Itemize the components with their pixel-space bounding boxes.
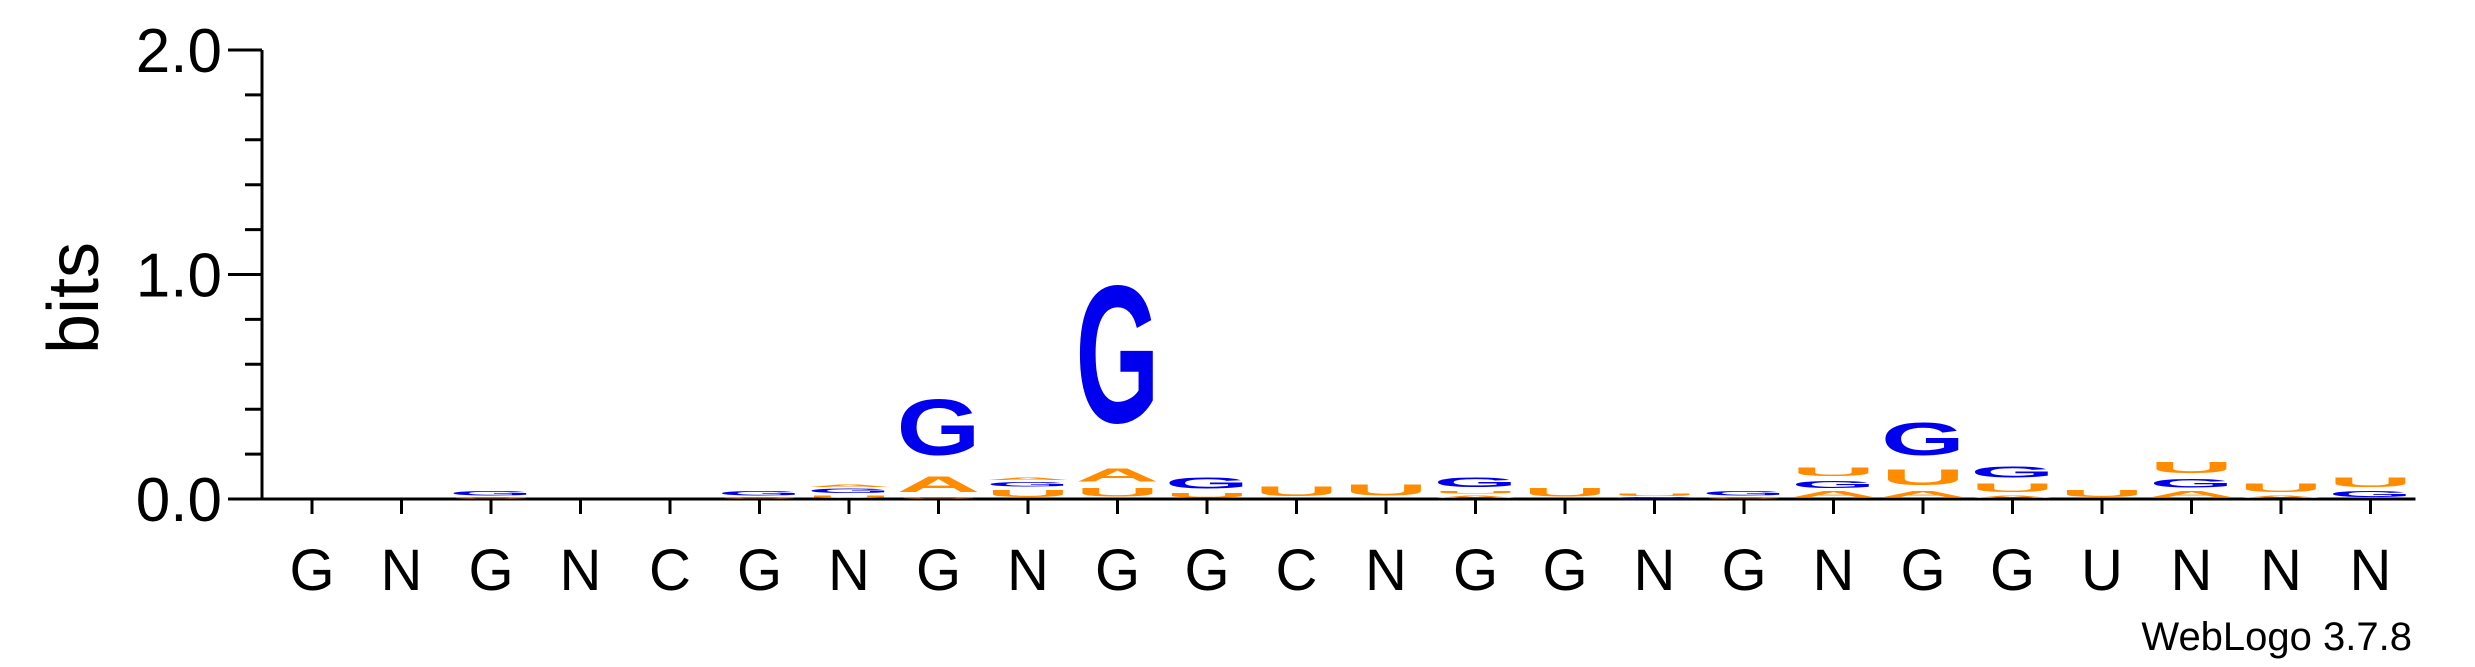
x-tick-label: C bbox=[1276, 538, 1318, 603]
logo-letter-g: G bbox=[807, 488, 891, 495]
x-tick-label: G bbox=[1095, 538, 1140, 603]
x-tick-label: G bbox=[289, 538, 334, 603]
x-tick-label: G bbox=[916, 538, 961, 603]
logo-letter-g: G bbox=[1971, 463, 2055, 481]
logo-letter-a: A bbox=[1792, 490, 1876, 499]
logo-letter-g: G bbox=[1792, 479, 1876, 490]
logo-letter-a: A bbox=[1971, 495, 2055, 499]
x-tick-label: G bbox=[1453, 538, 1498, 603]
logo-letter-g: G bbox=[897, 383, 981, 472]
y-axis-label: bits bbox=[34, 242, 114, 354]
x-tick-label: G bbox=[468, 538, 513, 603]
x-tick-label: G bbox=[1542, 538, 1587, 603]
x-tick-label: N bbox=[2171, 538, 2213, 603]
logo-letter-g: G bbox=[2329, 490, 2413, 499]
logo-letter-u: U bbox=[2329, 474, 2413, 490]
logo-letter-u: U bbox=[897, 497, 981, 499]
logo-letter-u: U bbox=[2060, 488, 2144, 499]
y-axis: 0.0 1.0 2.0 bbox=[136, 17, 264, 535]
x-tick-label: G bbox=[1900, 538, 1945, 603]
weblogo-version-label: WebLogo 3.7.8 bbox=[2141, 615, 2412, 659]
logo-letter-a: A bbox=[2239, 495, 2323, 499]
logo-letter-g: G bbox=[2150, 477, 2234, 490]
x-tick-label: N bbox=[560, 538, 602, 603]
logo-letter-u: U bbox=[807, 495, 891, 499]
logo-letter-g: G bbox=[1702, 490, 1786, 497]
logo-letter-u: U bbox=[1792, 465, 1876, 479]
logo-letter-g: G bbox=[1881, 414, 1965, 466]
y-tick-label: 1.0 bbox=[136, 242, 222, 311]
x-tick-label: N bbox=[1813, 538, 1855, 603]
logo-letter-u: U bbox=[1255, 483, 1339, 499]
logo-letter-a: A bbox=[986, 477, 1070, 481]
x-tick-label: N bbox=[1365, 538, 1407, 603]
logo-letter-g: G bbox=[449, 490, 533, 497]
x-tick-label: C bbox=[649, 538, 691, 603]
logo-letter-u: U bbox=[1881, 465, 1965, 490]
logo-letter-u: U bbox=[1523, 485, 1607, 499]
logo-letter-u: U bbox=[1613, 492, 1697, 496]
x-tick-label: G bbox=[737, 538, 782, 603]
logo-letter-a: A bbox=[2150, 490, 2234, 499]
x-tick-label: N bbox=[1634, 538, 1676, 603]
logo-letter-a: A bbox=[807, 483, 891, 487]
logo-letter-u: U bbox=[449, 497, 533, 499]
x-tick-label: G bbox=[1721, 538, 1766, 603]
logo-letter-a: A bbox=[897, 472, 981, 497]
logo-letter-g: G bbox=[986, 481, 1070, 488]
logo-letter-c: C bbox=[1613, 497, 1697, 499]
logo-letter-u: U bbox=[2150, 459, 2234, 477]
x-tick-label: N bbox=[381, 538, 423, 603]
logo-letter-a: A bbox=[1881, 490, 1965, 499]
logo-letter-g: G bbox=[1076, 245, 1160, 464]
logo-letter-u: U bbox=[1165, 492, 1249, 499]
x-tick-label: U bbox=[2081, 538, 2123, 603]
x-tick-label: N bbox=[2350, 538, 2392, 603]
logo-letter-u: U bbox=[1076, 485, 1160, 499]
y-tick-label: 2.0 bbox=[136, 17, 222, 86]
x-tick-label: N bbox=[828, 538, 870, 603]
logo-letter-g: G bbox=[718, 490, 802, 497]
logo-letter-u: U bbox=[986, 488, 1070, 499]
y-tick-label: 0.0 bbox=[136, 466, 222, 535]
logo-letter-u: U bbox=[2239, 481, 2323, 495]
logo-letter-u: U bbox=[1434, 490, 1518, 494]
logo-letter-u: U bbox=[1702, 497, 1786, 499]
logo-letter-g: G bbox=[1434, 474, 1518, 490]
logo-letter-u: U bbox=[718, 497, 802, 499]
logo-letter-a: A bbox=[1434, 495, 1518, 499]
logo-letter-a: A bbox=[1076, 465, 1160, 485]
x-tick-label: N bbox=[1007, 538, 1049, 603]
logo-letter-g: G bbox=[1165, 474, 1249, 492]
logo-letter-u: U bbox=[1971, 481, 2055, 495]
logo-letter-u: U bbox=[1344, 481, 1428, 499]
x-tick-label: G bbox=[1990, 538, 2035, 603]
x-tick-label: N bbox=[2260, 538, 2302, 603]
x-tick-label: G bbox=[1184, 538, 1229, 603]
